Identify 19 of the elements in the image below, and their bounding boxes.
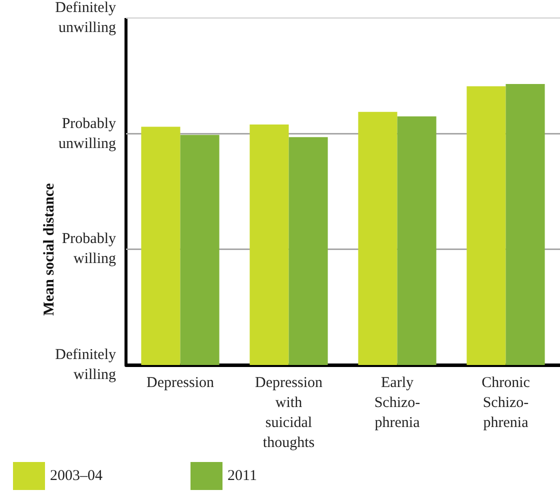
x-tick-label: Depression with suicidal thoughts (255, 375, 323, 451)
bar (288, 137, 328, 365)
bar (250, 124, 289, 365)
legend-label: 2011 (228, 468, 257, 484)
ref-line-label: Probably willing (62, 231, 116, 268)
bar (180, 134, 220, 365)
bar (397, 116, 436, 365)
bar (141, 126, 180, 365)
x-tick-label: Chronic Schizo- phrenia (482, 375, 530, 431)
ref-line-label: Definitely willing (55, 347, 116, 383)
legend-label: 2003–04 (50, 468, 103, 484)
x-tick-label: Depression (146, 375, 214, 391)
ref-line-label: Probably unwilling (58, 116, 116, 152)
bar (358, 112, 398, 365)
bar (506, 84, 545, 365)
ref-line-label: Definitely unwilling (55, 0, 116, 36)
bar (466, 86, 506, 365)
y-axis-title: Mean social distance (42, 182, 58, 316)
x-tick-label: Early Schizo- phrenia (374, 375, 420, 431)
